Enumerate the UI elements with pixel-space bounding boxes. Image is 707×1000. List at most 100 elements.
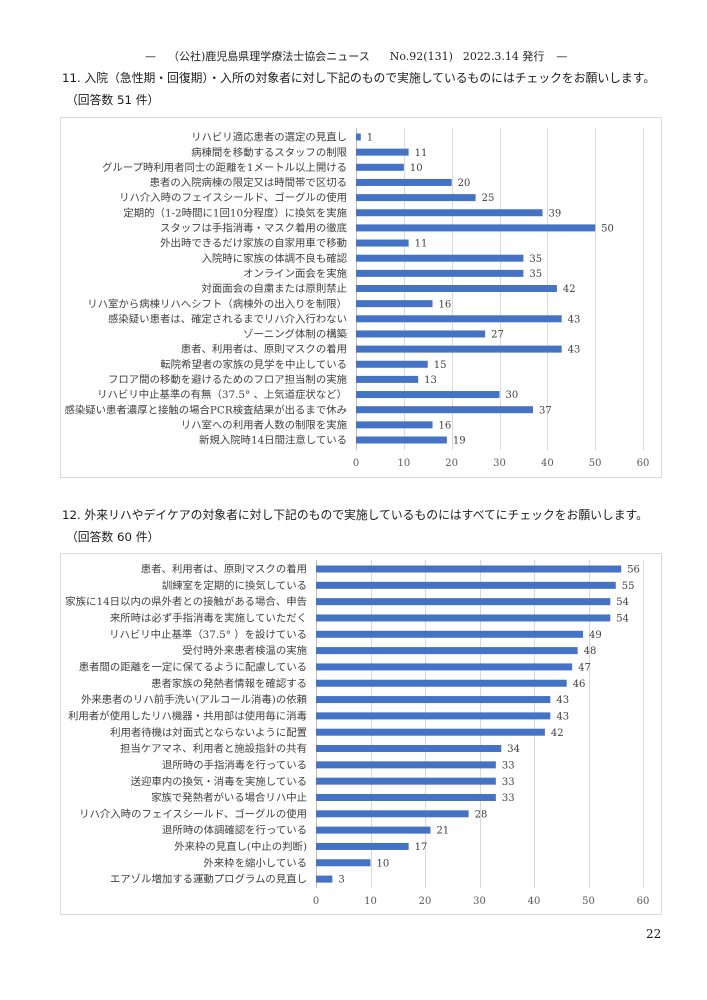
chart2-value-label-9: 43: [556, 695, 569, 706]
chart2-bar-11: [316, 728, 545, 736]
chart2-category-label-7: 患者間の距離を一定に保てるように配慮している: [79, 661, 307, 674]
publication-name: （公社)鹿児島県理学療法士協会ニュース: [168, 50, 370, 63]
chart2-category-label-5: リハビリ中止基準（37.5° ）を設けている: [109, 628, 307, 641]
chart1-category-label-8: 外出時できるだけ家族の自家用車で移動: [160, 237, 347, 250]
chart2-category-labels: 患者、利用者は、原則マスクの着用訓練室を定期的に換気している家族に14日以内の県…: [65, 563, 307, 886]
chart1-bar-14: [356, 330, 486, 338]
chart1-value-label-4: 20: [458, 178, 471, 189]
chart1-value-label-2: 11: [415, 148, 428, 159]
chart2-value-labels: 56 55 54 54 49 48 47 46 43 43 42 34 33 33 33 28 21 17 10 3: [338, 565, 640, 886]
chart2-value-label-7: 47: [578, 663, 591, 674]
chart1-x-tick-label: 20: [445, 458, 458, 469]
chart1-value-label-20: 16: [439, 420, 452, 431]
chart2-category-label-16: リハ介入時のフェイスシールド、ゴーグルの使用: [79, 807, 307, 820]
chart-question-11: 0 10 20 30 40 50 60 リハビリ適応患者の選定の見直し 病棟間を移動するスタッフ…: [60, 117, 662, 478]
chart2-bar-6: [316, 647, 578, 655]
chart2-category-label-8: 患者家族の発熱者情報を確認する: [151, 677, 307, 690]
chart2-bar-5: [316, 630, 584, 638]
chart-question-12: 0 10 20 30 40 50 60 患者、利用者は、原則マスクの着用 訓練室を定期的に換気し…: [60, 553, 662, 915]
chart1-value-label-11: 42: [563, 284, 576, 295]
chart2-bar-20: [316, 875, 333, 883]
chart1-value-labels: 1111020253950113535421643274315133037161…: [367, 133, 614, 447]
issue-number: No.92(131): [389, 50, 453, 63]
chart2-bar-4: [316, 614, 611, 622]
chart1-value-label-15: 43: [568, 345, 581, 356]
chart1-bar-16: [356, 360, 428, 368]
question-11-response-count: （回答数 51 件）: [66, 93, 160, 107]
question-12-text: 12. 外来リハやデイケアの対象者に対し下記のもので実施しているものにはすべてに…: [62, 508, 648, 522]
chart2-value-label-11: 42: [551, 728, 564, 739]
chart2-category-label-6: 受付時外来患者検温の実施: [182, 644, 307, 657]
chart2-bar-18: [316, 842, 409, 850]
chart1-x-tick-label: 10: [397, 458, 410, 469]
chart2-category-label-4: 来所時は必ず手指消毒を実施していただく: [110, 612, 307, 625]
chart2-category-label-9: 外来患者のリハ前手洗い(アルコール消毒)の依頼: [81, 693, 308, 706]
chart1-value-label-3: 10: [410, 163, 423, 174]
chart1-bar-3: [356, 163, 404, 171]
chart1-category-label-10: オンライン面会を実施: [243, 267, 348, 280]
header-dash-right: —: [556, 50, 568, 63]
chart1-value-label-14: 27: [491, 330, 504, 341]
chart1-bar-11: [356, 285, 557, 292]
chart1-category-label-16: 転院希望者の家族の見学を中止している: [160, 358, 347, 371]
question-11-text: 11. 入院（急性期・回復期）・入所の対象者に対し下記のもので実施しているものに…: [62, 71, 656, 85]
chart-question-11-plot: 0 10 20 30 40 50 60 リハビリ適応患者の選定の見直し病棟間を移動するスタッフ…: [64, 128, 649, 469]
chart1-bar-20: [356, 421, 433, 429]
header-dash-left: —: [145, 50, 156, 63]
chart2-category-label-11: 利用者待機は対面式とならないように配置: [110, 726, 307, 739]
chart2-value-label-17: 21: [436, 826, 449, 837]
chart1-value-label-12: 16: [439, 299, 452, 310]
chart2-category-label-19: 外来枠を縮小している: [203, 856, 307, 869]
chart1-bar-13: [356, 315, 562, 323]
chart1-value-label-16: 15: [434, 360, 447, 371]
chart2-value-label-18: 17: [415, 842, 428, 853]
chart1-category-label-17: フロア間の移動を避けるためのフロア担当制の実施: [108, 373, 348, 386]
chart1-bar-2: [356, 148, 409, 156]
chart2-bar-14: [316, 777, 496, 785]
chart2-value-label-20: 3: [338, 875, 344, 886]
chart1-value-label-7: 50: [601, 224, 614, 235]
chart1-category-label-13: 感染疑い患者は、確定されるまでリハ介入行わない: [108, 312, 347, 325]
chart1-value-label-8: 11: [415, 239, 428, 250]
chart2-x-tick-label: 0: [313, 896, 319, 907]
chart2-category-label-17: 退所時の体調確認を行っている: [162, 824, 307, 837]
chart-question-12-plot: 0 10 20 30 40 50 60 患者、利用者は、原則マスクの着用訓練室を定期的に換気し…: [65, 560, 650, 907]
chart2-bar-1: [316, 565, 622, 573]
chart2-bar-16: [316, 810, 469, 818]
chart2-value-label-8: 46: [573, 679, 586, 690]
chart2-x-tick-label: 60: [637, 896, 650, 907]
chart2-bar-15: [316, 793, 496, 801]
chart1-category-label-1: リハビリ適応患者の選定の見直し: [191, 131, 347, 144]
chart2-bar-17: [316, 826, 431, 834]
chart1-category-label-20: リハ室への利用者人数の制限を実施: [181, 418, 348, 431]
chart1-value-label-9: 35: [529, 254, 542, 265]
chart2-category-label-15: 家族で発熱者がいる場合リハ中止: [151, 791, 307, 804]
chart1-value-label-13: 43: [568, 314, 581, 325]
chart1-bar-7: [356, 224, 596, 232]
chart1-bar-9: [356, 254, 524, 262]
chart1-category-label-6: 定期的（1-2時間に1回10分程度）に換気を実施: [123, 206, 347, 219]
chart1-category-label-11: 対面面会の自粛または原則禁止: [202, 282, 347, 295]
chart1-category-labels: リハビリ適応患者の選定の見直し病棟間を移動するスタッフの制限グループ時利用者同士…: [64, 131, 347, 447]
chart2-bar-10: [316, 712, 551, 720]
chart2-value-label-12: 34: [507, 744, 520, 755]
chart1-category-label-9: 入院時に家族の体調不良も確認: [202, 252, 348, 265]
chart1-category-label-15: 患者、利用者は、原則マスクの着用: [181, 343, 347, 356]
issue-date: 2022.3.14 発行: [462, 50, 545, 63]
chart1-category-label-7: スタッフは手指消毒・マスク着用の徹底: [160, 222, 347, 235]
chart2-value-label-19: 10: [377, 858, 390, 869]
chart1-bar-5: [356, 194, 476, 202]
question-12-response-count: （回答数 60 件）: [66, 530, 160, 544]
chart1-bar-6: [356, 209, 543, 217]
chart2-category-label-1: 患者、利用者は、原則マスクの着用: [141, 563, 307, 576]
chart1-value-label-17: 13: [424, 375, 437, 386]
chart2-x-tick-label: 50: [582, 896, 595, 907]
chart2-x-tick-label: 30: [473, 896, 486, 907]
chart1-bar-19: [356, 406, 533, 414]
chart2-category-label-3: 家族に14日以内の県外者との接触がある場合、申告: [65, 595, 307, 608]
chart2-x-tick-labels: 0 10 20 30 40 50 60: [313, 896, 650, 907]
chart1-bar-15: [356, 345, 562, 353]
chart2-bar-8: [316, 679, 567, 687]
chart1-bar-12: [356, 300, 433, 308]
